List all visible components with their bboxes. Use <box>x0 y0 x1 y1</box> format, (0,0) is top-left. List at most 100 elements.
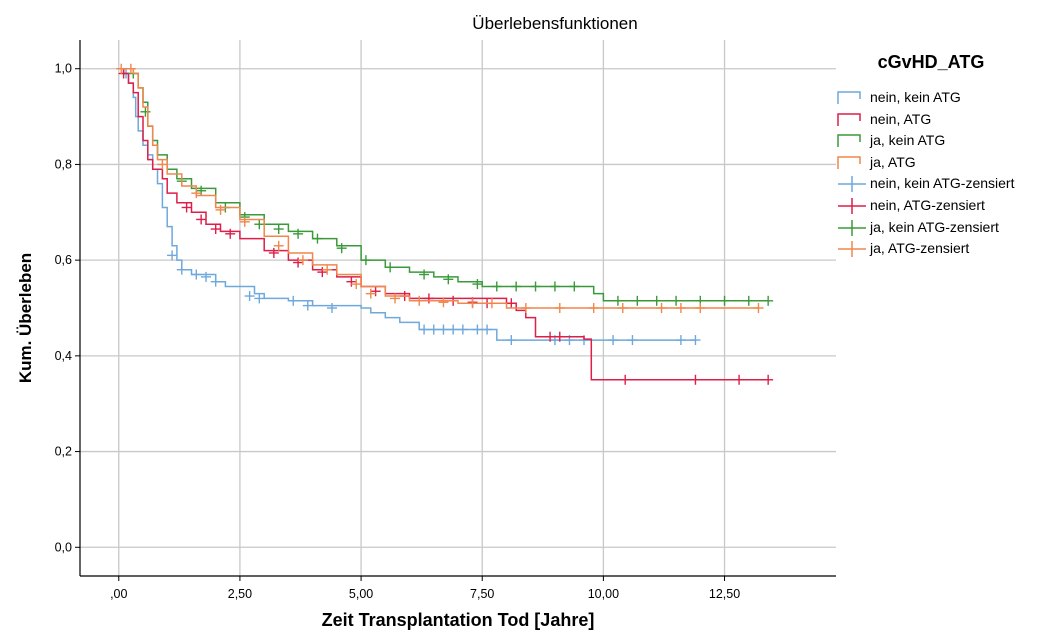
legend-label-5: nein, ATG-zensiert <box>870 196 985 213</box>
series-2-censor-mark-18 <box>530 281 541 292</box>
series-0-censor-mark-15 <box>457 324 468 335</box>
series-0-censor-mark-6 <box>244 291 255 302</box>
y-tick-label-0: 0,0 <box>55 540 72 554</box>
series-3-censor-mark-6 <box>273 240 284 251</box>
series-1-censor-mark-19 <box>690 374 701 385</box>
series-1-censor-mark-6 <box>293 257 304 268</box>
series-3-censor-mark-18 <box>588 303 599 313</box>
series-2-censor-mark-27 <box>743 295 754 306</box>
legend-item-2: ja, kein ATG <box>836 130 1058 152</box>
series-1-censor-mark-21 <box>763 374 774 385</box>
series-1-censor-mark-2 <box>196 214 207 225</box>
y-tick-label-2: 0,4 <box>55 349 72 363</box>
series-2-censor-mark-14 <box>443 274 454 285</box>
x-tick-label-2: 5,00 <box>349 587 373 601</box>
series-2-censor-mark-12 <box>385 262 396 273</box>
legend-item-3: ja, ATG <box>836 152 1058 174</box>
series-0-censor-mark-1 <box>167 250 178 261</box>
series-2-censor-mark-3 <box>196 185 207 196</box>
series-3-censor-mark-4 <box>215 204 226 215</box>
step-line-swatch-2 <box>837 134 861 148</box>
legend-item-7: ja, ATG-zensiert <box>836 238 1058 260</box>
legend-label-2: ja, kein ATG <box>870 132 946 149</box>
series-2-censor-mark-17 <box>511 281 522 292</box>
series-0-survival-line <box>118 67 696 341</box>
series-1-censor-mark-16 <box>545 331 556 342</box>
series-3-censor-mark-3 <box>191 188 202 199</box>
legend-item-6: ja, kein ATG-zensiert <box>836 217 1058 239</box>
series-2-censor-mark-23 <box>651 295 662 306</box>
series-2-censor-mark-19 <box>549 281 560 292</box>
legend-item-5: nein, ATG-zensiert <box>836 195 1058 217</box>
series-1-censor-mark-11 <box>423 293 434 304</box>
series-3-censor-mark-17 <box>554 303 565 313</box>
series-3-censor-mark-2 <box>157 159 168 170</box>
series-3-censor-mark-23 <box>753 303 764 313</box>
series-0-censor-mark-13 <box>438 324 449 335</box>
series-1-censor-mark-0 <box>118 68 129 79</box>
step-line-swatch-1 <box>837 112 861 126</box>
series-0-censor-mark-24 <box>675 335 686 346</box>
series-1-censor-mark-15 <box>506 298 517 309</box>
series-2-censor-mark-7 <box>273 224 284 235</box>
series-3-censor-mark-22 <box>695 303 706 313</box>
series-2-censor-mark-28 <box>763 295 774 306</box>
series-3-censor-mark-5 <box>239 216 250 227</box>
series-0-censor-mark-11 <box>419 324 430 335</box>
series-0-censor-mark-7 <box>254 293 265 304</box>
x-tick-label-5: 12,50 <box>709 587 740 601</box>
series-3-censor-mark-0 <box>116 63 127 74</box>
y-tick-label-5: 1,0 <box>55 62 72 76</box>
legend-label-6: ja, kein ATG-zensiert <box>870 218 999 235</box>
series-2-censor-mark-8 <box>293 228 304 239</box>
series-1-censor-mark-3 <box>210 224 221 235</box>
censor-mark-swatch-4 <box>838 176 866 193</box>
x-axis-label: Zeit Transplantation Tod [Jahre] <box>321 610 595 630</box>
series-0-censor-mark-23 <box>627 335 638 346</box>
y-tick-label-3: 0,6 <box>55 253 72 267</box>
chart-title: Überlebensfunktionen <box>472 14 638 33</box>
series-1-censor-mark-20 <box>734 374 745 385</box>
series-3-censor-mark-12 <box>414 295 425 306</box>
series-0-censor-mark-2 <box>176 264 187 275</box>
series-3-censor-mark-14 <box>467 298 478 309</box>
series-3-censor-mark-13 <box>438 297 449 308</box>
legend-label-4: nein, kein ATG-zensiert <box>870 175 1015 192</box>
legend-item-4: nein, kein ATG-zensiert <box>836 173 1058 195</box>
series-0-censor-mark-22 <box>608 335 619 346</box>
series-2-censor-mark-16 <box>491 281 502 292</box>
series-2-censor-mark-22 <box>632 295 643 306</box>
series-1-censor-mark-18 <box>620 374 631 385</box>
series-3-censor-mark-19 <box>617 303 628 313</box>
legend-label-0: nein, kein ATG <box>870 89 961 105</box>
series-2-censor-mark-21 <box>612 295 623 306</box>
series-1-censor-mark-1 <box>181 202 192 213</box>
series-0-censor-mark-14 <box>448 324 459 335</box>
series-2-censor-mark-9 <box>312 233 323 244</box>
series-2-censor-mark-10 <box>336 243 347 254</box>
series-2-survival-line <box>118 67 769 302</box>
series-3-survival-line <box>118 67 759 309</box>
series-3-censor-mark-15 <box>486 298 497 309</box>
series-0-censor-mark-17 <box>482 324 493 335</box>
y-axis-label: Kum. Überleben <box>16 252 35 384</box>
legend-item-0: nein, kein ATG <box>836 87 1058 109</box>
series-0-censor-mark-10 <box>327 303 337 313</box>
censor-mark-swatch-7 <box>838 241 866 258</box>
series-0-censor-mark-4 <box>201 271 211 282</box>
x-tick-label-1: 2,50 <box>228 587 252 601</box>
series-3-censor-mark-21 <box>675 303 686 313</box>
series-3-censor-mark-20 <box>656 303 667 313</box>
series-3-censor-mark-11 <box>390 293 400 304</box>
legend-item-1: nein, ATG <box>836 109 1058 131</box>
series-3-censor-mark-16 <box>520 303 531 313</box>
series-2-censor-mark-13 <box>419 269 430 280</box>
series-0-censor-mark-5 <box>210 276 221 287</box>
series-1-censor-mark-7 <box>317 267 328 278</box>
censor-mark-swatch-6 <box>838 219 866 236</box>
series-0-censor-mark-9 <box>302 300 313 311</box>
series-1-censor-mark-5 <box>268 247 279 258</box>
series-2-censor-mark-11 <box>360 255 371 266</box>
series-3-censor-mark-7 <box>297 255 308 266</box>
